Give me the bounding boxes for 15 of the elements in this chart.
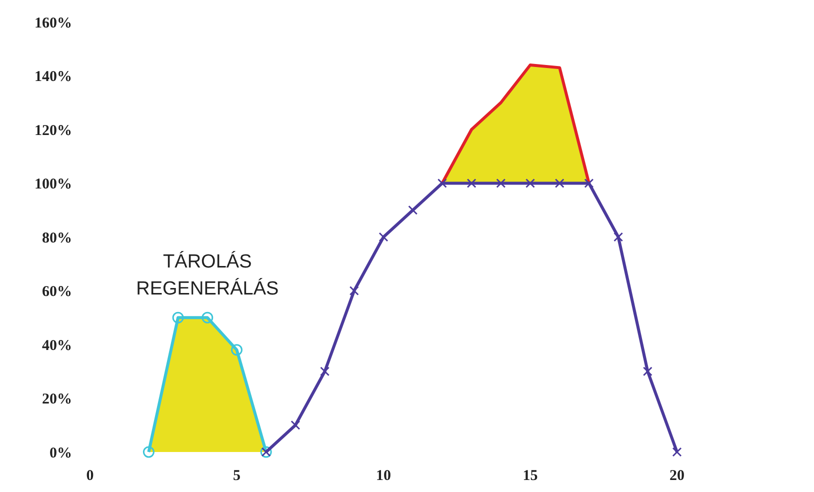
y-tick-label: 40%	[42, 338, 72, 354]
x-tick-label: 20	[670, 468, 684, 484]
x-tick-label: 0	[86, 468, 94, 484]
x-tick-label: 5	[233, 468, 240, 484]
y-tick-label: 60%	[42, 284, 72, 300]
y-tick-label: 160%	[34, 15, 72, 32]
x-tick-label: 15	[522, 468, 538, 484]
y-tick-label: 0%	[50, 445, 72, 462]
x-tick-label: 10	[376, 468, 391, 484]
y-tick-label: 80%	[42, 230, 72, 246]
series-label: TÁROLÁS REGENERÁLÁS	[136, 250, 279, 300]
y-tick-label: 100%	[34, 176, 72, 192]
y-tick-label: 120%	[34, 122, 72, 139]
y-tick-label: 20%	[42, 392, 72, 408]
y-tick-label: 140%	[34, 69, 72, 85]
